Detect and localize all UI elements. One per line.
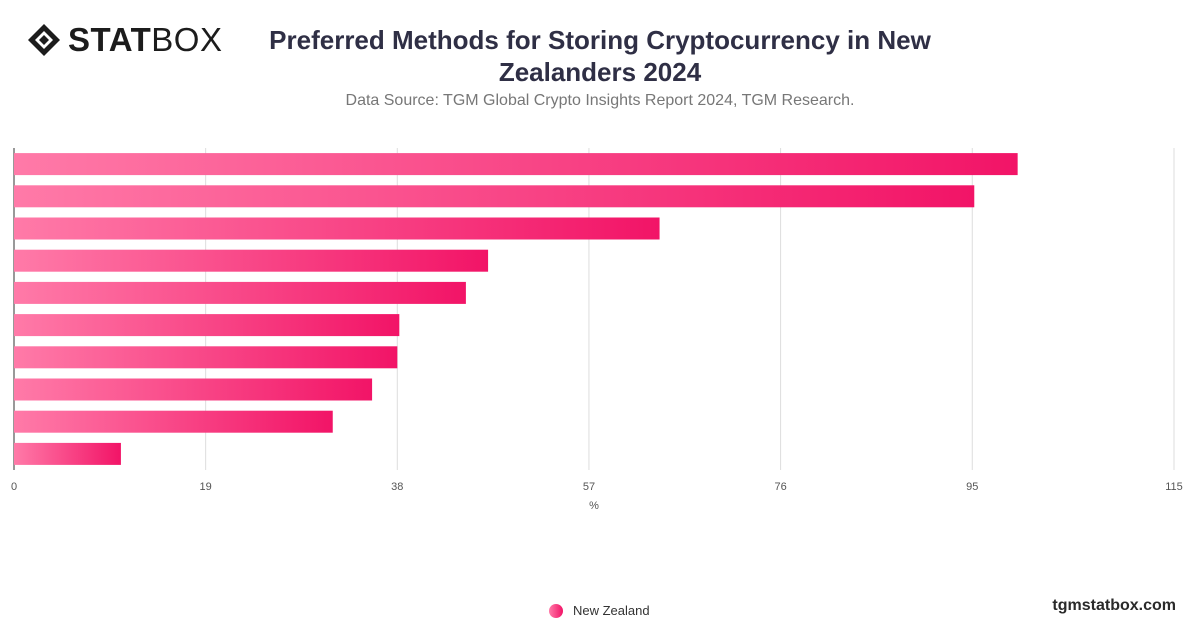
x-axis-label: % xyxy=(589,500,599,512)
x-tick-label: 95 xyxy=(966,481,978,493)
bar[interactable] xyxy=(14,410,333,433)
legend-label: New Zealand xyxy=(573,603,650,618)
bar[interactable] xyxy=(14,314,400,337)
bar[interactable] xyxy=(14,249,489,272)
statbox-logo: STATBOX xyxy=(26,22,222,58)
x-tick-label: 38 xyxy=(391,481,403,493)
x-tick-label: 115 xyxy=(1165,481,1183,493)
x-tick-label: 76 xyxy=(774,481,786,493)
x-tick-label: 57 xyxy=(583,481,595,493)
bar[interactable] xyxy=(14,442,121,465)
chart-subtitle: Data Source: TGM Global Crypto Insights … xyxy=(345,92,855,109)
bar[interactable] xyxy=(14,281,466,304)
bar[interactable] xyxy=(14,346,398,369)
logo-text-bold: STAT xyxy=(68,21,152,58)
x-tick-label: 19 xyxy=(200,481,212,493)
legend-swatch xyxy=(549,603,563,618)
watermark: tgmstatbox.com xyxy=(1052,597,1176,614)
bar[interactable] xyxy=(14,153,1018,176)
bar[interactable] xyxy=(14,378,373,401)
bar[interactable] xyxy=(14,217,660,240)
bar[interactable] xyxy=(14,185,975,208)
x-tick-label: 0 xyxy=(11,481,17,493)
legend[interactable]: New Zealand xyxy=(549,603,650,618)
logo-text-light: BOX xyxy=(151,21,223,58)
statbox-diamond-icon xyxy=(28,24,60,56)
chart-title: Preferred Methods for Storing Cryptocurr… xyxy=(269,25,931,87)
bar-chart: 0 19 38 57 76 95 115% xyxy=(11,148,1183,512)
logo-text: STATBOX xyxy=(68,22,222,58)
